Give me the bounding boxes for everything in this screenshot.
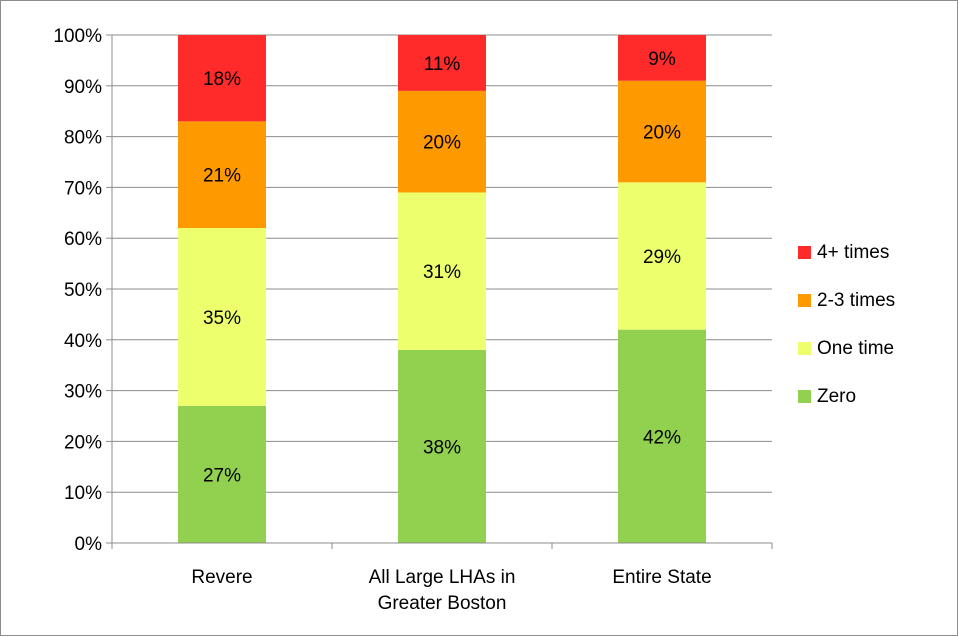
legend-label: 2-3 times	[817, 290, 895, 311]
bar-segment-4-times	[618, 35, 706, 81]
data-label: 38%	[423, 437, 461, 458]
bar-segment-2-3-times	[178, 121, 266, 229]
data-label: 20%	[643, 123, 681, 144]
y-tick-label: 100%	[53, 26, 102, 47]
data-label: 31%	[423, 262, 461, 283]
x-category-label: Entire State	[612, 567, 711, 588]
legend-swatch	[798, 342, 811, 355]
legend-label: One time	[817, 338, 894, 359]
y-tick-label: 50%	[64, 280, 102, 301]
bar-segment-4-times	[178, 35, 266, 122]
data-label: 21%	[203, 166, 241, 187]
data-label: 42%	[643, 427, 681, 448]
data-label: 29%	[643, 247, 681, 268]
data-label: 27%	[203, 465, 241, 486]
legend-swatch	[798, 294, 811, 307]
legend-label: Zero	[817, 386, 856, 407]
data-label: 35%	[203, 308, 241, 329]
x-category-label: Revere	[191, 567, 252, 588]
y-tick-label: 0%	[75, 534, 103, 555]
y-tick-label: 10%	[64, 483, 102, 504]
y-tick-label: 70%	[64, 178, 102, 199]
bar-segment-zero	[178, 405, 266, 543]
bars	[178, 35, 706, 543]
bar-segment-zero	[618, 329, 706, 543]
data-labels: 27% 35% 21% 18% 38% 31% 20% 11% 42% 29% 20% 9%	[203, 49, 681, 487]
bar-segment-one-time	[178, 228, 266, 406]
data-label: 11%	[424, 54, 461, 75]
bar-segment-one-time	[618, 182, 706, 330]
y-tick-label: 90%	[64, 77, 102, 98]
bar-segment-one-time	[398, 192, 486, 350]
bar-segment-zero	[398, 349, 486, 543]
data-label: 9%	[648, 49, 676, 70]
bar-segment-2-3-times	[618, 80, 706, 183]
legend-swatch	[798, 390, 811, 403]
y-tick-label: 20%	[64, 432, 102, 453]
legend-swatch	[798, 246, 811, 259]
legend-label: 4+ times	[817, 242, 889, 263]
y-tick-label: 40%	[64, 331, 102, 352]
bar-segment-2-3-times	[398, 90, 486, 193]
y-tick-label: 80%	[64, 128, 102, 149]
legend: 4+ times 2-3 times One time Zero	[798, 242, 895, 407]
axes: 0% 10% 20% 30% 40% 50% 60% 70% 80% 90% 100% Revere A…	[53, 26, 773, 614]
y-tick-label: 30%	[64, 382, 102, 403]
x-category-label: Greater Boston	[378, 593, 507, 614]
data-label: 20%	[423, 133, 461, 154]
y-tick-label: 60%	[64, 229, 102, 250]
data-label: 18%	[203, 69, 241, 90]
x-category-label: All Large LHAs in	[369, 567, 516, 588]
bar-segment-4-times	[398, 35, 486, 91]
